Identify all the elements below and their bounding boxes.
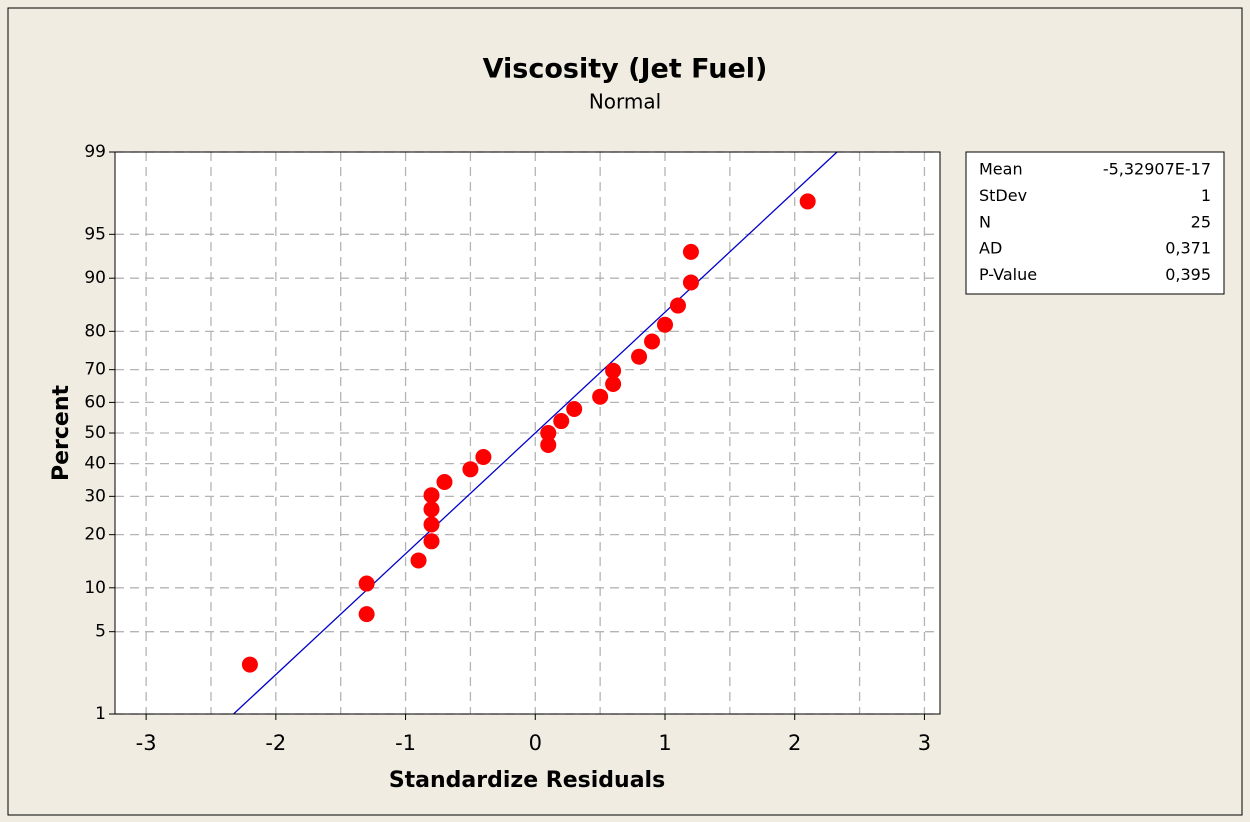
point xyxy=(358,606,375,623)
point xyxy=(540,425,557,441)
y-tick-label: 10 xyxy=(84,578,106,598)
chart-subtitle: Normal xyxy=(589,90,661,114)
x-tick-label: -1 xyxy=(395,731,416,755)
stat-value: 0,395 xyxy=(1165,265,1211,284)
y-tick-label: 1 xyxy=(95,704,106,724)
point xyxy=(553,413,570,430)
stat-name: N xyxy=(979,212,991,231)
y-tick-label: 60 xyxy=(84,392,106,412)
point xyxy=(592,388,609,405)
x-tick-label: 2 xyxy=(788,731,801,755)
stat-name: Mean xyxy=(979,160,1023,179)
x-tick-label: 0 xyxy=(529,731,542,755)
stat-name: P-Value xyxy=(979,265,1037,284)
y-tick-label: 95 xyxy=(84,224,106,244)
stat-value: 25 xyxy=(1191,212,1211,231)
point xyxy=(799,193,816,210)
fit-line xyxy=(233,152,838,714)
x-tick-label: 1 xyxy=(658,731,671,755)
point xyxy=(682,243,699,260)
y-tick-label: 5 xyxy=(95,622,106,642)
stat-value: 1 xyxy=(1201,186,1211,205)
plot-border xyxy=(114,151,941,715)
stat-name: AD xyxy=(979,239,1002,258)
point xyxy=(241,656,258,673)
point xyxy=(423,533,440,550)
x-tick-label: -2 xyxy=(265,731,286,755)
y-tick-label: 99 xyxy=(84,142,106,162)
chart-title: Viscosity (Jet Fuel) xyxy=(483,54,768,85)
point xyxy=(436,473,453,490)
x-axis-label: Standardize Residuals xyxy=(389,768,665,793)
y-tick-label: 30 xyxy=(84,486,106,506)
point xyxy=(669,297,686,314)
point xyxy=(540,436,557,453)
point xyxy=(682,274,699,291)
point xyxy=(644,333,661,350)
y-tick-label: 80 xyxy=(84,321,106,341)
y-axis-label: Percent xyxy=(49,385,74,482)
point xyxy=(566,401,583,418)
stat-name: StDev xyxy=(979,186,1027,205)
point xyxy=(410,552,427,569)
point xyxy=(605,362,622,379)
point xyxy=(423,516,440,533)
y-tick-label: 70 xyxy=(84,360,106,380)
x-tick-label: 3 xyxy=(918,731,931,755)
point xyxy=(657,316,673,333)
y-tick-label: 90 xyxy=(84,268,106,288)
y-tick-label: 50 xyxy=(84,423,106,443)
point xyxy=(423,501,440,518)
point xyxy=(423,487,440,504)
point xyxy=(462,461,479,478)
stat-value: 0,371 xyxy=(1165,239,1211,258)
stats-box xyxy=(965,151,1225,295)
point xyxy=(475,448,492,465)
stat-value: -5,32907E-17 xyxy=(1103,160,1211,179)
x-tick-label: -3 xyxy=(136,731,157,755)
point xyxy=(631,348,648,365)
y-tick-label: 40 xyxy=(84,454,106,474)
point xyxy=(605,376,622,393)
point xyxy=(358,575,375,592)
y-tick-label: 20 xyxy=(84,525,106,545)
